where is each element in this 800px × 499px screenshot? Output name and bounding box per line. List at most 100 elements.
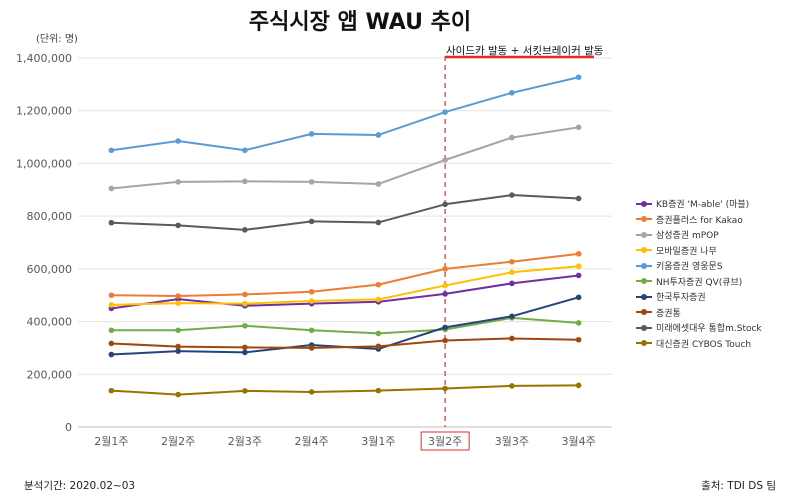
data-point — [442, 291, 448, 297]
unit-label: (단위: 명) — [36, 34, 78, 45]
legend-label: 증권통 — [656, 308, 681, 319]
legend-item: NH투자증권 QV(큐브) — [636, 274, 796, 290]
legend-label: 대신증권 CYBOS Touch — [656, 339, 752, 350]
data-point — [108, 302, 115, 308]
y-tick-label: 1,400,000 — [16, 52, 72, 65]
data-point — [175, 391, 181, 398]
highlight-box — [420, 431, 470, 451]
data-point — [242, 227, 248, 233]
data-point — [108, 340, 115, 347]
legend-item: 키움증권 영웅문S — [636, 258, 796, 274]
data-point — [108, 219, 115, 226]
data-point — [242, 300, 248, 307]
data-point — [108, 292, 115, 299]
legend-swatch — [636, 262, 652, 270]
source-credit: 출처: TDI DS 팀 — [701, 480, 776, 492]
data-point — [308, 288, 315, 295]
series-line — [111, 76, 579, 152]
data-point — [175, 293, 181, 299]
y-tick-label: 1,200,000 — [16, 105, 72, 118]
data-point — [375, 296, 382, 303]
x-tick-label: 2월4주 — [295, 435, 329, 448]
data-point — [509, 89, 515, 96]
series-line — [111, 384, 579, 396]
legend-label: 모바일증권 나무 — [656, 246, 717, 257]
data-point — [442, 324, 448, 331]
legend-swatch — [636, 324, 652, 332]
data-point — [175, 222, 181, 229]
legend: KB증권 'M-able' (마블) 증권플러스 for Kakao 삼성증권 mP… — [636, 196, 796, 351]
legend-swatch — [636, 293, 652, 301]
event-annotation-label: 사이드카 발동 + 서킷브레이커 발동 — [446, 45, 604, 57]
legend-swatch — [636, 215, 652, 223]
y-tick-label: 200,000 — [27, 368, 73, 381]
data-point — [308, 298, 315, 304]
y-tick-label: 400,000 — [27, 316, 73, 329]
legend-swatch — [636, 231, 652, 239]
series — [108, 124, 582, 192]
legend-item: 대신증권 CYBOS Touch — [636, 336, 796, 352]
y-tick-label: 1,000,000 — [16, 157, 72, 170]
data-point — [375, 181, 382, 187]
legend-swatch — [636, 339, 652, 347]
legend-label: NH투자증권 QV(큐브) — [656, 277, 743, 288]
x-tick-label: 2월3주 — [228, 435, 262, 448]
data-point — [575, 124, 582, 131]
series-line — [111, 337, 579, 349]
legend-item: 한국투자증권 — [636, 289, 796, 305]
legend-label: 한국투자증권 — [656, 293, 706, 304]
data-point — [308, 345, 315, 351]
data-point — [175, 348, 181, 354]
legend-item: 삼성증권 mPOP — [636, 227, 796, 243]
data-point — [242, 388, 248, 394]
series — [108, 192, 582, 233]
y-tick-label: 600,000 — [27, 263, 73, 276]
x-tick-label: 3월3주 — [495, 435, 529, 448]
data-point — [509, 335, 515, 342]
series-line — [111, 316, 579, 335]
data-point — [242, 178, 248, 185]
data-point — [575, 294, 582, 301]
data-point — [375, 132, 382, 138]
data-point — [108, 327, 115, 334]
series — [108, 251, 582, 299]
data-point — [575, 336, 582, 343]
data-point — [242, 147, 248, 154]
data-point — [308, 327, 315, 334]
data-point — [509, 258, 515, 265]
data-point — [242, 349, 248, 356]
legend-item: KB증권 'M-able' (마블) — [636, 196, 796, 212]
data-point — [175, 300, 181, 306]
data-point — [509, 269, 515, 276]
legend-swatch — [636, 308, 652, 316]
data-point — [442, 266, 448, 272]
x-tick-label: 3월2주 — [428, 435, 462, 448]
data-point — [375, 330, 382, 337]
gridlines — [78, 57, 612, 428]
series — [108, 74, 582, 154]
series-line — [111, 194, 579, 231]
legend-label: 증권플러스 for Kakao — [656, 215, 743, 226]
data-point — [375, 387, 382, 394]
legend-item: 증권플러스 for Kakao — [636, 212, 796, 228]
data-point — [442, 109, 448, 115]
data-point — [575, 382, 582, 389]
data-point — [375, 281, 382, 288]
data-point — [242, 322, 248, 329]
series-line — [111, 252, 579, 298]
analysis-period: 분석기간: 2020.02~03 — [24, 480, 136, 492]
data-point — [575, 74, 582, 81]
data-point — [509, 280, 515, 287]
data-point — [108, 147, 115, 154]
data-point — [575, 320, 582, 326]
data-point — [575, 195, 582, 202]
data-point — [308, 218, 315, 225]
data-point — [509, 313, 515, 320]
data-point — [175, 179, 181, 185]
data-point — [442, 157, 448, 163]
series — [108, 335, 582, 351]
legend-label: 미래에셋대우 통합m.Stock — [656, 324, 762, 335]
data-point — [108, 351, 115, 358]
legend-item: 모바일증권 나무 — [636, 243, 796, 259]
